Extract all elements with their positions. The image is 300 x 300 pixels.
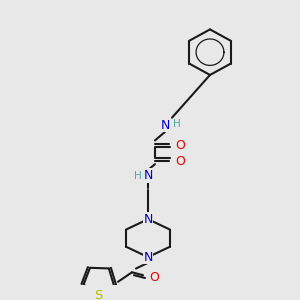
Text: N: N (143, 213, 153, 226)
Text: H: H (134, 170, 142, 181)
Text: N: N (160, 119, 170, 132)
Text: N: N (143, 169, 153, 182)
Text: S: S (94, 289, 103, 300)
Text: H: H (173, 119, 181, 129)
Text: O: O (149, 272, 159, 284)
Text: O: O (175, 139, 185, 152)
Text: O: O (175, 155, 185, 168)
Text: N: N (143, 250, 153, 264)
